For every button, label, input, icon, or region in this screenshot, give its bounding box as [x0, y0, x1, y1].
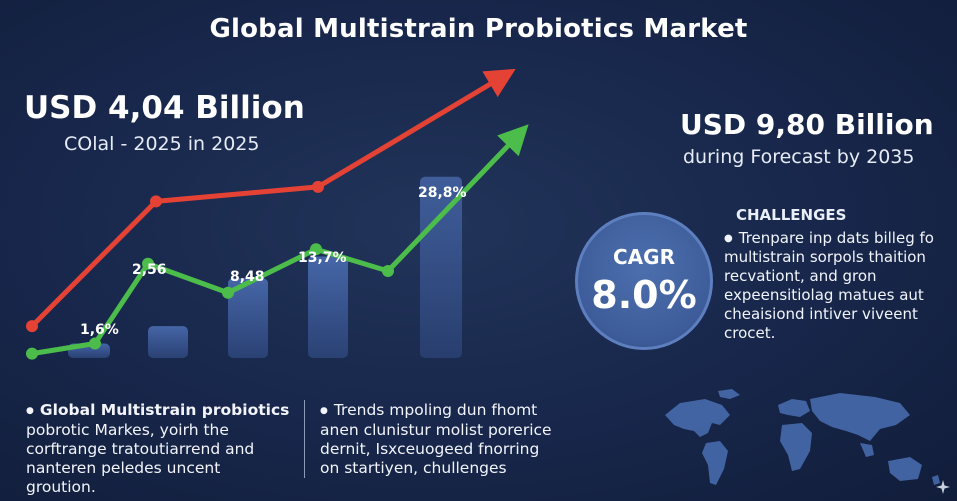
kpi-2025-value: USD 4,04 Billion [24, 90, 305, 126]
trends-line: dernit, Isxceuogeed fnorring [320, 440, 540, 458]
series-point-green [26, 347, 38, 360]
trends-line: on startiyen, chullenges [320, 459, 507, 477]
bullet-icon: ● [724, 233, 733, 244]
challenges-line: expeensitiolag matues aut [724, 286, 924, 304]
data-label: 13,7% [298, 250, 347, 266]
sparkle-icon [936, 480, 950, 494]
cagr-badge: CAGR 8.0% [575, 212, 713, 350]
challenges-list: ● Trenpare inp dats billeg fo multistrain… [724, 229, 949, 343]
challenges-line: multistrain sorpols thaition [724, 248, 926, 266]
series-point-green [382, 265, 394, 277]
trends-text: ● Trends mpoling dun fhomt anen clunistur… [320, 401, 580, 478]
kpi-2025-subtitle: COlal - 2025 in 2025 [64, 133, 260, 155]
world-map-icon [665, 389, 940, 485]
series-point-green [142, 257, 154, 270]
bar [308, 256, 348, 358]
series-line-red [30, 68, 516, 328]
series-point-green [310, 243, 322, 256]
bullet-icon: ● [320, 406, 328, 416]
page-title: Global Multistrain Probiotics Market [209, 14, 748, 44]
challenges-line: crocet. [724, 324, 776, 342]
series-point-red [26, 320, 38, 333]
trends-line: anen clunistur molist porerice [320, 421, 552, 439]
challenges-line: cheaisiond intiver viveent [724, 305, 918, 323]
series-point-green [222, 286, 234, 299]
series-point-green [89, 337, 101, 350]
data-label: 8,48 [230, 269, 265, 285]
data-label: 28,8% [418, 185, 467, 201]
data-label: 1,6% [80, 322, 119, 338]
challenges-heading: CHALLENGES [736, 206, 847, 224]
bullet-icon: ● [26, 406, 34, 416]
bar [420, 176, 462, 358]
kpi-2035-value: USD 9,80 Billion [680, 108, 934, 141]
cagr-value: 8.0% [591, 273, 697, 317]
drivers-line: corftrange tratoutiarrend and [26, 440, 255, 458]
series-point-red [150, 195, 162, 208]
divider [304, 400, 305, 478]
cagr-label: CAGR [613, 245, 675, 269]
data-label: 2,56 [132, 262, 167, 278]
drivers-text: ● Global Multistrain probiotics pobrotic … [26, 401, 291, 497]
drivers-line: ● Global Multistrain probiotics [26, 401, 290, 419]
challenges-line: recvationt, and gron [724, 267, 877, 285]
challenges-line: ● Trenpare inp dats billeg fo [724, 229, 934, 247]
kpi-2035-subtitle: during Forecast by 2035 [683, 146, 915, 168]
series-point-red [312, 180, 324, 193]
trends-line: ● Trends mpoling dun fhomt [320, 401, 538, 419]
drivers-line: groution. [26, 478, 96, 496]
drivers-line: pobrotic Markes, yoirh the [26, 421, 229, 439]
bar [228, 278, 268, 358]
bar [148, 326, 188, 358]
drivers-line: nanteren peledes uncent [26, 459, 221, 477]
